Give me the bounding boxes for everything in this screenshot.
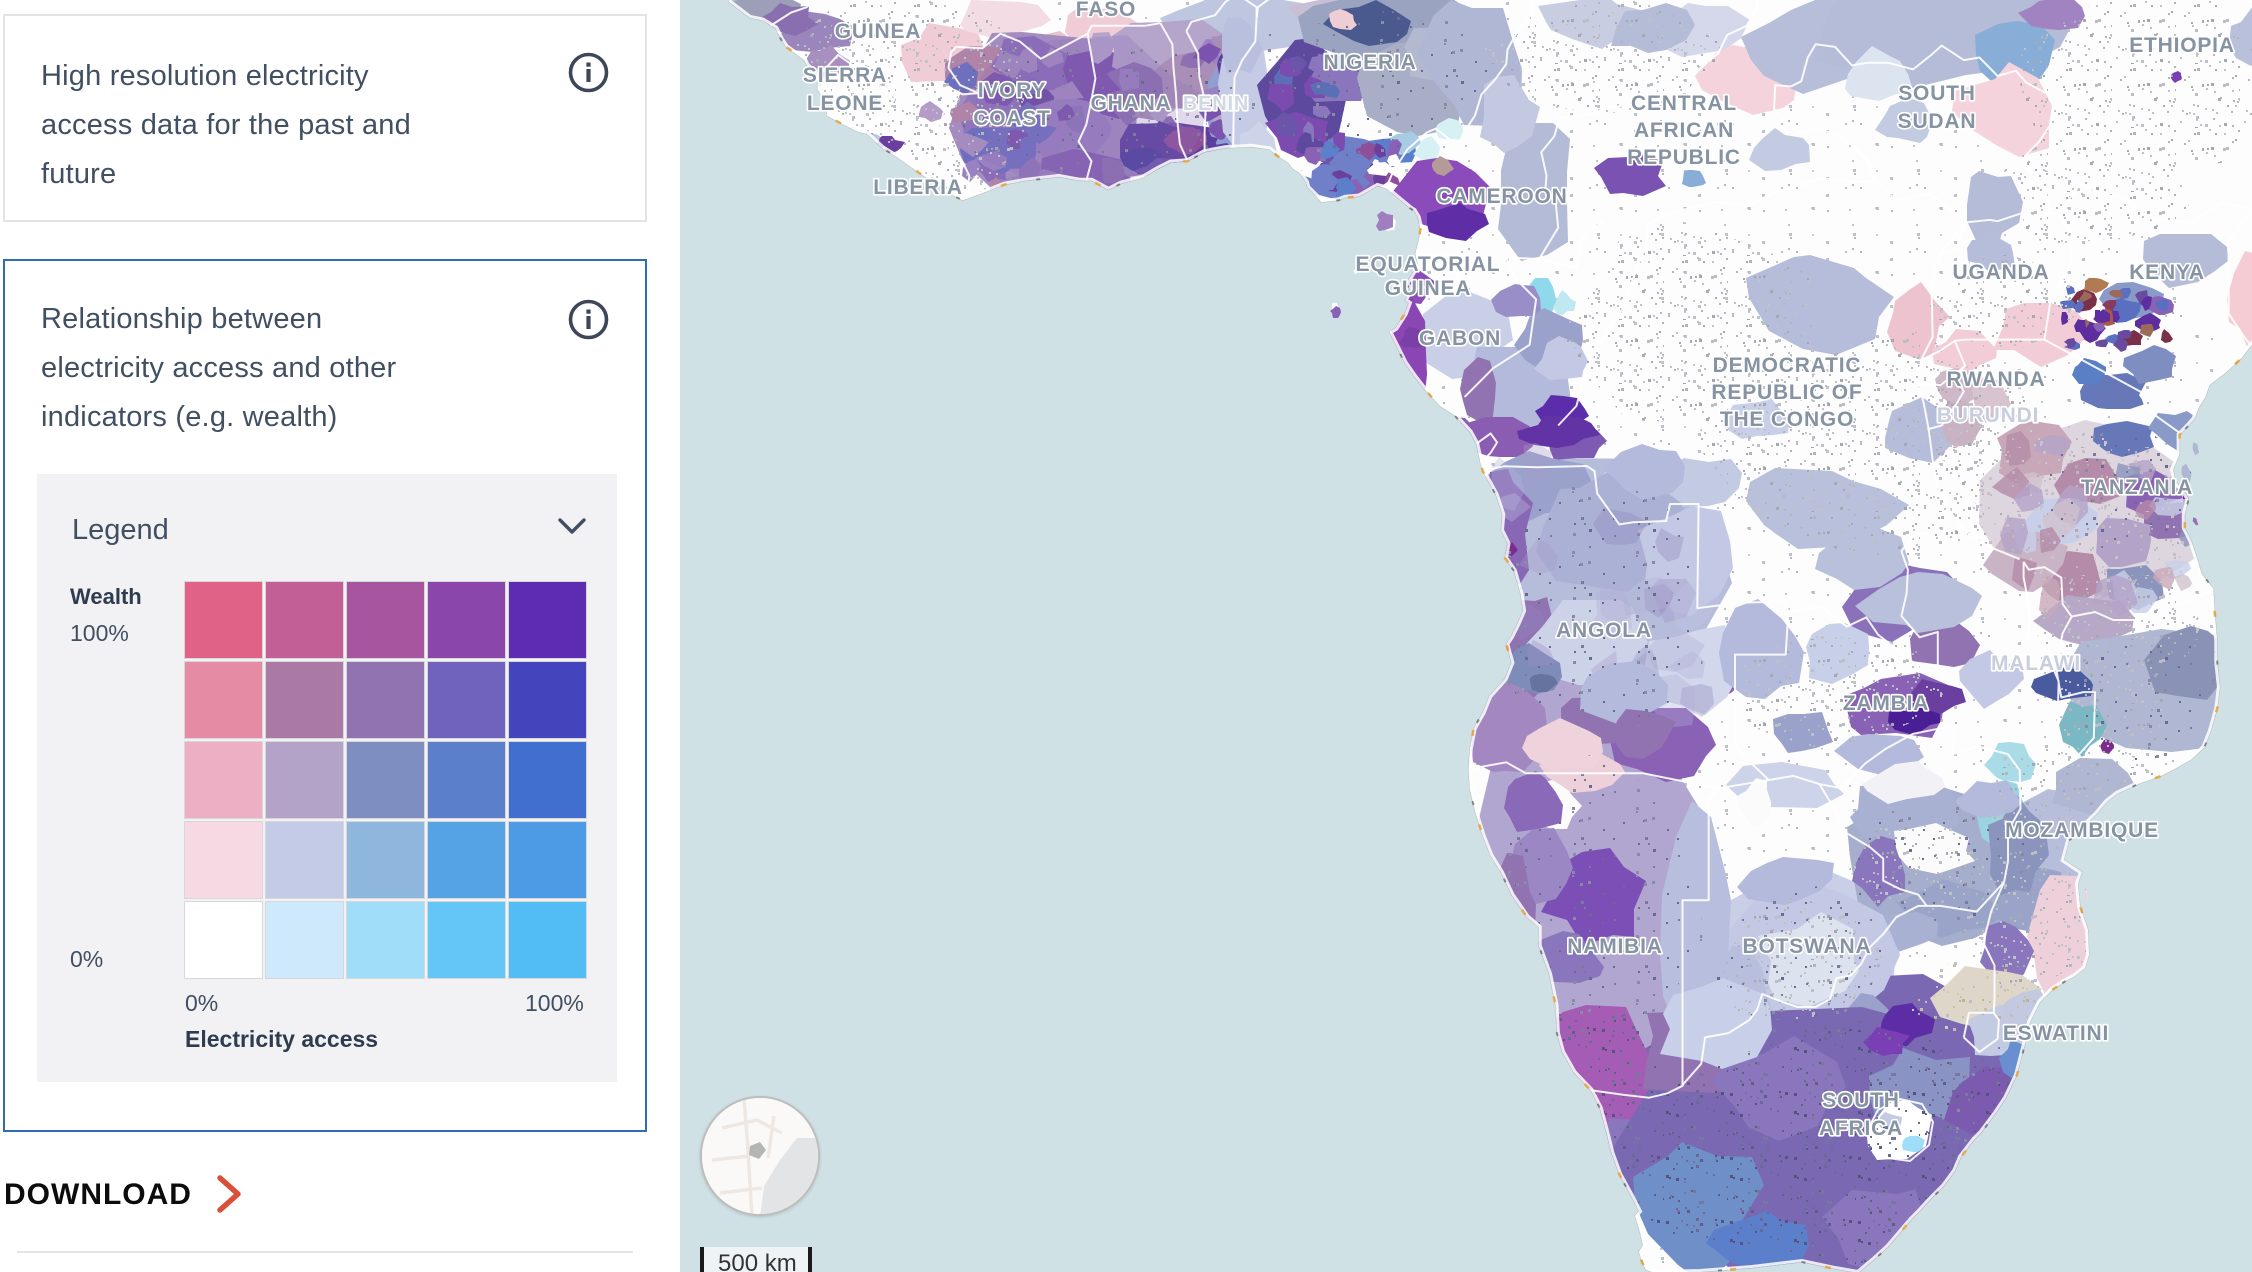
svg-text:COAST: COAST	[973, 107, 1051, 130]
svg-text:NAMIBIA: NAMIBIA	[1567, 935, 1662, 958]
svg-text:KENYA: KENYA	[2129, 261, 2205, 284]
svg-text:GUINEA: GUINEA	[835, 20, 921, 43]
svg-text:ZAMBIA: ZAMBIA	[1843, 692, 1929, 715]
svg-text:REPUBLIC OF: REPUBLIC OF	[1711, 381, 1862, 404]
svg-text:SIERRA: SIERRA	[803, 64, 887, 87]
svg-text:SUDAN: SUDAN	[1898, 110, 1977, 133]
svg-text:UGANDA: UGANDA	[1953, 261, 2050, 284]
svg-text:ESWATINI: ESWATINI	[2003, 1022, 2109, 1045]
svg-text:GUINEA: GUINEA	[1385, 277, 1471, 300]
svg-text:TANZANIA: TANZANIA	[2081, 476, 2193, 499]
svg-text:GHANA: GHANA	[1091, 92, 1172, 115]
svg-text:REPUBLIC: REPUBLIC	[1627, 146, 1741, 169]
svg-text:NIGERIA: NIGERIA	[1323, 51, 1416, 74]
svg-text:AFRICA: AFRICA	[1819, 1117, 1903, 1140]
svg-text:BOTSWANA: BOTSWANA	[1743, 935, 1872, 958]
svg-text:LIBERIA: LIBERIA	[873, 176, 963, 199]
svg-text:ETHIOPIA: ETHIOPIA	[2129, 34, 2235, 57]
svg-text:FASO: FASO	[1076, 0, 1136, 21]
svg-text:AFRICAN: AFRICAN	[1634, 119, 1734, 142]
svg-text:EQUATORIAL: EQUATORIAL	[1356, 253, 1501, 276]
svg-text:CAMEROON: CAMEROON	[1436, 185, 1567, 208]
svg-text:BURUNDI: BURUNDI	[1937, 404, 2039, 427]
svg-text:SOUTH: SOUTH	[1822, 1089, 1900, 1112]
svg-text:IVORY: IVORY	[978, 79, 1047, 102]
svg-text:DEMOCRATIC: DEMOCRATIC	[1713, 354, 1862, 377]
svg-text:MALAWI: MALAWI	[1991, 652, 2081, 675]
svg-text:CENTRAL: CENTRAL	[1631, 92, 1737, 115]
svg-text:LEONE: LEONE	[807, 92, 883, 115]
svg-text:BENIN: BENIN	[1183, 93, 1249, 115]
svg-text:RWANDA: RWANDA	[1947, 368, 2046, 391]
svg-text:GABON: GABON	[1419, 327, 1501, 350]
svg-text:SOUTH: SOUTH	[1898, 82, 1976, 105]
svg-text:ANGOLA: ANGOLA	[1556, 619, 1652, 642]
svg-text:THE CONGO: THE CONGO	[1720, 408, 1854, 431]
svg-text:MOZAMBIQUE: MOZAMBIQUE	[2005, 819, 2159, 842]
